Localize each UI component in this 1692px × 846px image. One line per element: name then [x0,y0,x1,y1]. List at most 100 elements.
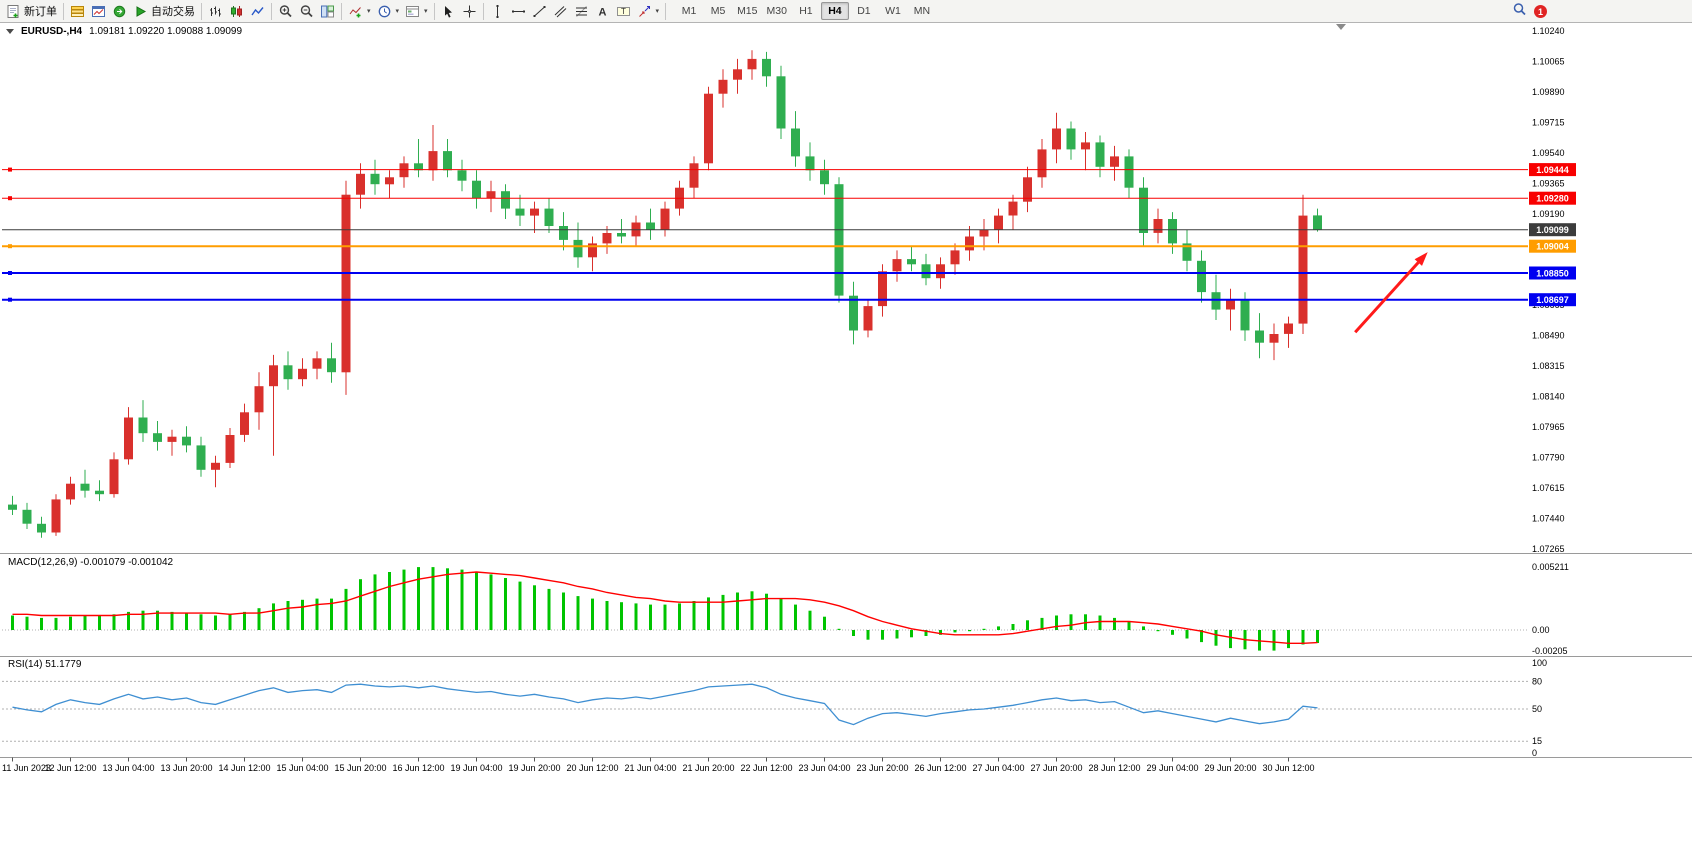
svg-text:19 Jun 04:00: 19 Jun 04:00 [450,763,502,773]
new-order-icon [6,4,21,19]
tile-windows-icon [320,4,335,19]
svg-text:1.09444: 1.09444 [1536,165,1569,175]
timeframe-button-w1[interactable]: W1 [885,5,901,17]
profiles-button[interactable] [67,1,88,21]
toolbar-separator [433,2,435,20]
trendline-button[interactable] [529,1,550,21]
timeframe-button-m1[interactable]: M1 [681,5,697,17]
svg-text:50: 50 [1532,704,1542,714]
svg-text:26 Jun 12:00: 26 Jun 12:00 [914,763,966,773]
svg-text:100: 100 [1532,658,1547,668]
toolbar-separator [482,2,484,20]
bar-chart-icon [208,4,223,19]
svg-text:12 Jun 12:00: 12 Jun 12:00 [44,763,96,773]
toolbar-right-icons: 1 [1512,0,1547,23]
text-icon: A [595,4,610,19]
svg-text:1.09190: 1.09190 [1532,209,1565,219]
text-label-icon: T [616,4,631,19]
zoom-in-button[interactable] [275,1,296,21]
toolbar-separator [63,2,64,20]
cursor-button[interactable] [438,1,459,21]
oneclick-trading-arrow-icon[interactable] [6,29,14,34]
svg-text:21 Jun 20:00: 21 Jun 20:00 [682,763,734,773]
svg-text:29 Jun 20:00: 29 Jun 20:00 [1204,763,1256,773]
timeframe-button-m30[interactable]: M30 [766,5,787,17]
arrows-icon [637,4,652,19]
timeframe-button-m15[interactable]: M15 [737,5,758,17]
svg-text:1.08697: 1.08697 [1536,295,1569,305]
svg-text:19 Jun 20:00: 19 Jun 20:00 [508,763,560,773]
text-label-button[interactable]: T [613,1,634,21]
indicators-button[interactable]: ▾ [345,1,374,21]
svg-text:1.08315: 1.08315 [1532,361,1565,371]
toolbar-separator [341,2,342,20]
svg-text:T: T [621,7,626,16]
timeframe-button-mn[interactable]: MN [913,5,931,17]
line-chart-button[interactable] [247,1,268,21]
svg-text:0: 0 [1532,748,1537,758]
macd-label: MACD(12,26,9) -0.001079 -0.001042 [8,557,174,568]
ohlc-values: 1.09181 1.09220 1.09088 1.09099 [89,26,243,37]
symbol-period-label: EURUSD-,H4 [21,26,83,37]
arrows-button[interactable]: ▾ [634,1,663,21]
channel-button[interactable] [550,1,571,21]
vertical-line-icon [490,4,505,19]
autotrading-label: 自动交易 [151,6,195,18]
zoom-out-icon [299,4,314,19]
toolbar-separator [201,2,202,20]
text-button[interactable]: A [592,1,613,21]
svg-text:15 Jun 04:00: 15 Jun 04:00 [276,763,328,773]
svg-text:28 Jun 12:00: 28 Jun 12:00 [1088,763,1140,773]
rsi-label: RSI(14) 51.1779 [8,659,82,670]
autotrading-button[interactable]: 自动交易 [130,1,198,21]
tile-windows-button[interactable] [317,1,338,21]
svg-text:1.07615: 1.07615 [1532,483,1565,493]
chart-symbol-info: EURUSD-,H4 1.09181 1.09220 1.09088 1.090… [6,26,242,37]
svg-text:A: A [598,6,606,18]
svg-text:15: 15 [1532,736,1542,746]
charts-window-button[interactable] [88,1,109,21]
timeframe-button-m5[interactable]: M5 [710,5,726,17]
svg-text:1.09715: 1.09715 [1532,117,1565,127]
crosshair-button[interactable] [459,1,480,21]
svg-text:80: 80 [1532,676,1542,686]
templates-button[interactable]: ▾ [402,1,431,21]
candlestick-chart-button[interactable] [226,1,247,21]
new-order-button[interactable]: 新订单 [3,1,60,21]
line-chart-icon [250,4,265,19]
fibonacci-icon [574,4,589,19]
chart-shift-marker-icon[interactable] [1336,24,1346,30]
svg-text:1.10240: 1.10240 [1532,26,1565,36]
fibonacci-button[interactable] [571,1,592,21]
svg-text:0.00: 0.00 [1532,625,1550,635]
dropdown-arrow-icon: ▾ [424,8,428,15]
timeframe-button-h4[interactable]: H4 [820,2,849,20]
toolbar-separator [271,2,272,20]
cursor-arrow-icon [441,4,456,19]
svg-text:13 Jun 04:00: 13 Jun 04:00 [102,763,154,773]
periods-button[interactable]: ▾ [374,1,403,21]
svg-text:1.09280: 1.09280 [1536,194,1569,204]
svg-text:11 Jun 2023: 11 Jun 2023 [2,763,51,773]
search-icon[interactable] [1512,2,1527,22]
autotrading-play-icon [133,4,148,19]
svg-text:1.08850: 1.08850 [1536,269,1569,279]
zoom-in-icon [278,4,293,19]
channel-icon [553,4,568,19]
timeframe-button-h1[interactable]: H1 [799,5,813,17]
svg-text:22 Jun 12:00: 22 Jun 12:00 [740,763,792,773]
horizontal-line-button[interactable] [508,1,529,21]
zoom-out-button[interactable] [296,1,317,21]
svg-text:1.09890: 1.09890 [1532,87,1565,97]
vertical-line-button[interactable] [487,1,508,21]
dropdown-arrow-icon: ▾ [395,8,400,15]
notification-badge[interactable]: 1 [1534,5,1547,18]
timeframe-button-d1[interactable]: D1 [857,5,871,17]
bar-chart-button[interactable] [205,1,226,21]
navigator-icon [112,4,127,19]
svg-text:1.08490: 1.08490 [1532,331,1565,341]
dropdown-arrow-icon: ▾ [367,8,371,15]
navigator-button[interactable] [109,1,130,21]
svg-text:0.005211: 0.005211 [1532,562,1569,572]
